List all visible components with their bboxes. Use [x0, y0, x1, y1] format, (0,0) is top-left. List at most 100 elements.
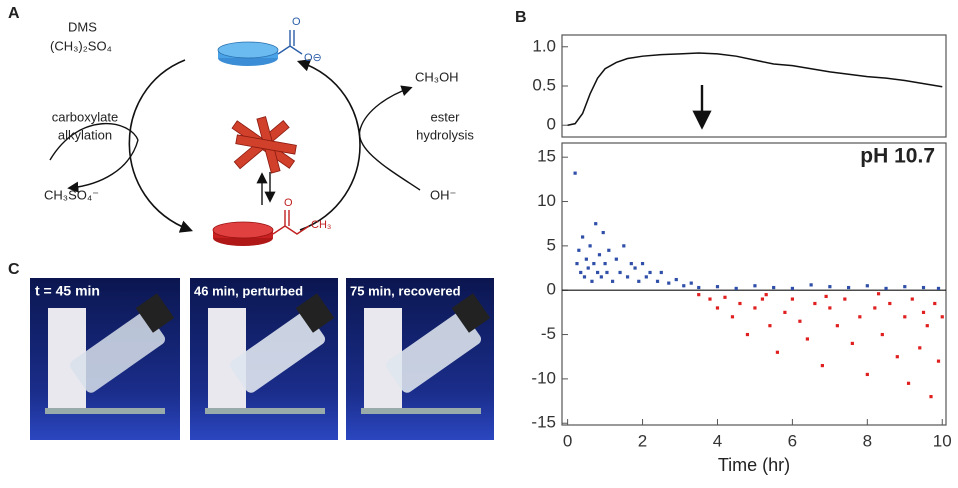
point [592, 262, 596, 266]
point [824, 294, 828, 299]
atom-label: O [284, 197, 293, 209]
point [753, 306, 757, 310]
point [715, 306, 720, 310]
y-tick-label: 0 [547, 115, 556, 134]
point [936, 359, 941, 363]
point [667, 281, 671, 285]
point [605, 270, 609, 275]
panel-label: A [8, 5, 20, 22]
reaction-label: ester [431, 109, 461, 124]
point [790, 286, 794, 291]
byproduct: CH₃OH [415, 69, 459, 84]
point [595, 270, 600, 275]
photos [30, 278, 494, 440]
point [809, 283, 813, 287]
point [599, 275, 603, 279]
point [888, 301, 892, 306]
reaction-label: hydrolysis [416, 127, 474, 142]
point [682, 284, 686, 288]
point [577, 248, 581, 252]
point [738, 301, 742, 306]
atom-label: O [292, 16, 301, 28]
panel-label: C [8, 261, 20, 278]
photo-label: 75 min, recovered [350, 283, 461, 298]
point [775, 350, 780, 354]
reagent: DMS [68, 19, 97, 34]
point [659, 270, 663, 275]
x-tick-label: 4 [713, 431, 722, 450]
scheme [49, 30, 421, 246]
y-tick-label: 1.0 [532, 36, 556, 55]
point [715, 285, 720, 289]
point [575, 262, 579, 266]
y-tick-label: 0.5 [532, 75, 556, 94]
point [633, 266, 637, 270]
point [884, 286, 888, 291]
point [828, 306, 832, 310]
point [895, 355, 899, 359]
atom-label: CH₃ [311, 219, 331, 231]
point [783, 310, 787, 314]
photo-label: t = 45 min [35, 283, 100, 299]
y-tick-label: -15 [531, 413, 556, 432]
point [768, 324, 772, 328]
photo-label: 46 min, perturbed [194, 283, 303, 298]
point [734, 286, 738, 291]
point [629, 262, 633, 266]
point [697, 285, 701, 290]
panel-label: B [515, 9, 527, 26]
point [655, 279, 660, 283]
point [903, 315, 907, 319]
point [689, 281, 693, 285]
point [846, 285, 851, 290]
point [805, 337, 809, 341]
point [813, 301, 817, 306]
point [921, 285, 926, 290]
point [843, 297, 847, 301]
point [697, 293, 701, 297]
point [648, 270, 652, 275]
y-tick-label: 5 [547, 235, 556, 254]
x-axis-label: Time (hr) [718, 455, 790, 475]
point [921, 310, 926, 314]
point [581, 235, 585, 239]
point [820, 363, 824, 368]
atom-label: O⊖ [304, 52, 322, 64]
reagent: OH⁻ [430, 187, 456, 202]
plot-frame [561, 34, 947, 138]
point [865, 284, 869, 288]
y-tick-label: 0 [547, 280, 556, 299]
x-tick-label: 2 [638, 431, 647, 450]
x-tick-label: 10 [933, 431, 952, 450]
point [772, 285, 776, 290]
point [579, 270, 583, 275]
point [586, 266, 590, 270]
point [640, 262, 645, 266]
reagent-formula: (CH₃)₂SO₄ [50, 38, 112, 53]
point [618, 270, 622, 275]
point [873, 306, 877, 310]
point [723, 295, 727, 299]
point [573, 171, 577, 175]
point [584, 257, 588, 261]
point [625, 275, 630, 279]
point [936, 286, 941, 291]
point [730, 315, 735, 319]
y-tick-label: 15 [537, 147, 556, 166]
point [607, 248, 611, 252]
reaction-label: carboxylate [52, 109, 118, 124]
point [760, 297, 765, 301]
plot-frame [561, 142, 947, 426]
point [764, 293, 768, 297]
point [745, 332, 750, 337]
point [594, 222, 598, 226]
point [790, 297, 794, 301]
point [933, 301, 937, 306]
point [644, 275, 648, 279]
point [903, 285, 907, 289]
point [798, 319, 802, 323]
point [590, 279, 594, 283]
point [588, 244, 592, 248]
reaction-label: alkylation [58, 127, 112, 142]
